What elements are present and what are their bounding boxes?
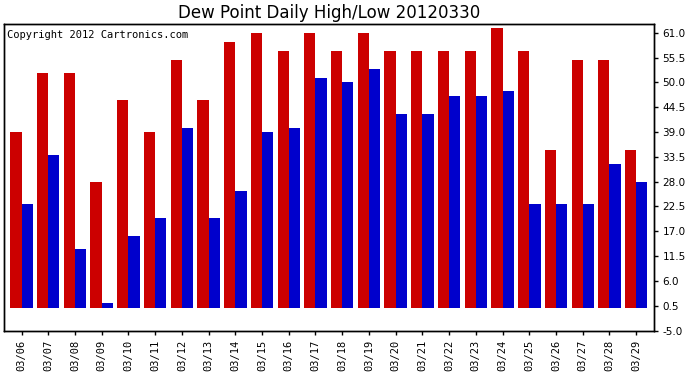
Bar — [545, 150, 556, 308]
Bar — [304, 33, 315, 308]
Bar — [395, 114, 407, 308]
Bar — [571, 60, 583, 308]
Bar — [37, 74, 48, 308]
Bar — [289, 128, 300, 308]
Bar — [235, 190, 246, 308]
Bar — [331, 51, 342, 308]
Bar — [449, 96, 460, 308]
Bar — [342, 82, 353, 308]
Bar — [170, 60, 182, 308]
Title: Dew Point Daily High/Low 20120330: Dew Point Daily High/Low 20120330 — [178, 4, 480, 22]
Bar — [101, 303, 113, 308]
Bar — [464, 51, 476, 308]
Bar — [491, 28, 502, 308]
Bar — [197, 100, 208, 308]
Bar — [251, 33, 262, 308]
Bar — [21, 204, 32, 308]
Bar — [583, 204, 594, 308]
Bar — [357, 33, 369, 308]
Bar — [556, 204, 567, 308]
Bar — [609, 164, 621, 308]
Bar — [117, 100, 128, 308]
Bar — [438, 51, 449, 308]
Bar — [144, 132, 155, 308]
Bar — [224, 42, 235, 308]
Bar — [625, 150, 636, 308]
Bar — [422, 114, 433, 308]
Bar — [10, 132, 21, 308]
Bar — [208, 218, 220, 308]
Bar — [518, 51, 529, 308]
Bar — [128, 236, 139, 308]
Bar — [182, 128, 193, 308]
Bar — [502, 92, 514, 308]
Bar — [277, 51, 289, 308]
Bar — [262, 132, 273, 308]
Bar — [476, 96, 487, 308]
Bar — [90, 182, 101, 308]
Bar — [315, 78, 327, 308]
Bar — [598, 60, 609, 308]
Bar — [155, 218, 166, 308]
Bar — [384, 51, 395, 308]
Bar — [63, 74, 75, 308]
Bar — [75, 249, 86, 308]
Text: Copyright 2012 Cartronics.com: Copyright 2012 Cartronics.com — [8, 30, 188, 40]
Bar — [636, 182, 647, 308]
Bar — [529, 204, 540, 308]
Bar — [411, 51, 422, 308]
Bar — [369, 69, 380, 308]
Bar — [48, 154, 59, 308]
